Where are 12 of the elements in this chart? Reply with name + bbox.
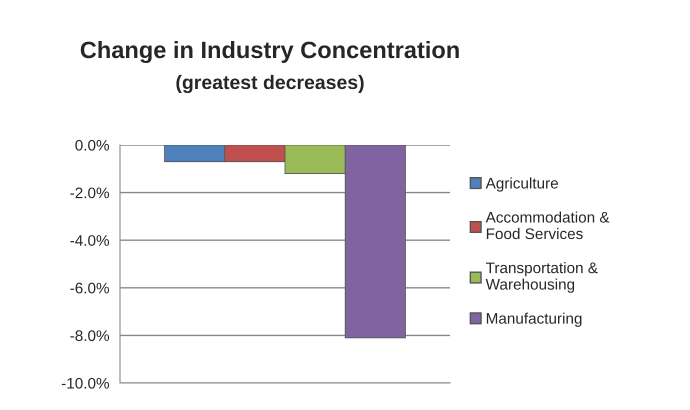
legend-label: Manufacturing	[486, 312, 582, 327]
chart-title: Change in Industry Concentration	[80, 40, 459, 64]
legend-label: Accommodation & Food Services	[486, 211, 610, 240]
chart-subtitle: (greatest decreases)	[176, 74, 364, 94]
y-tick-label: 0.0%	[75, 140, 110, 151]
y-tick-label: -6.0%	[70, 282, 110, 294]
y-tick-label: -4.0%	[70, 235, 110, 246]
y-tick-label: -2.0%	[70, 187, 110, 198]
y-tick-label: -10.0%	[62, 378, 110, 389]
legend-label: Transportation & Warehousing	[486, 262, 598, 293]
y-tick-label: -8.0%	[70, 330, 110, 342]
legend-label: Agriculture	[486, 177, 558, 192]
